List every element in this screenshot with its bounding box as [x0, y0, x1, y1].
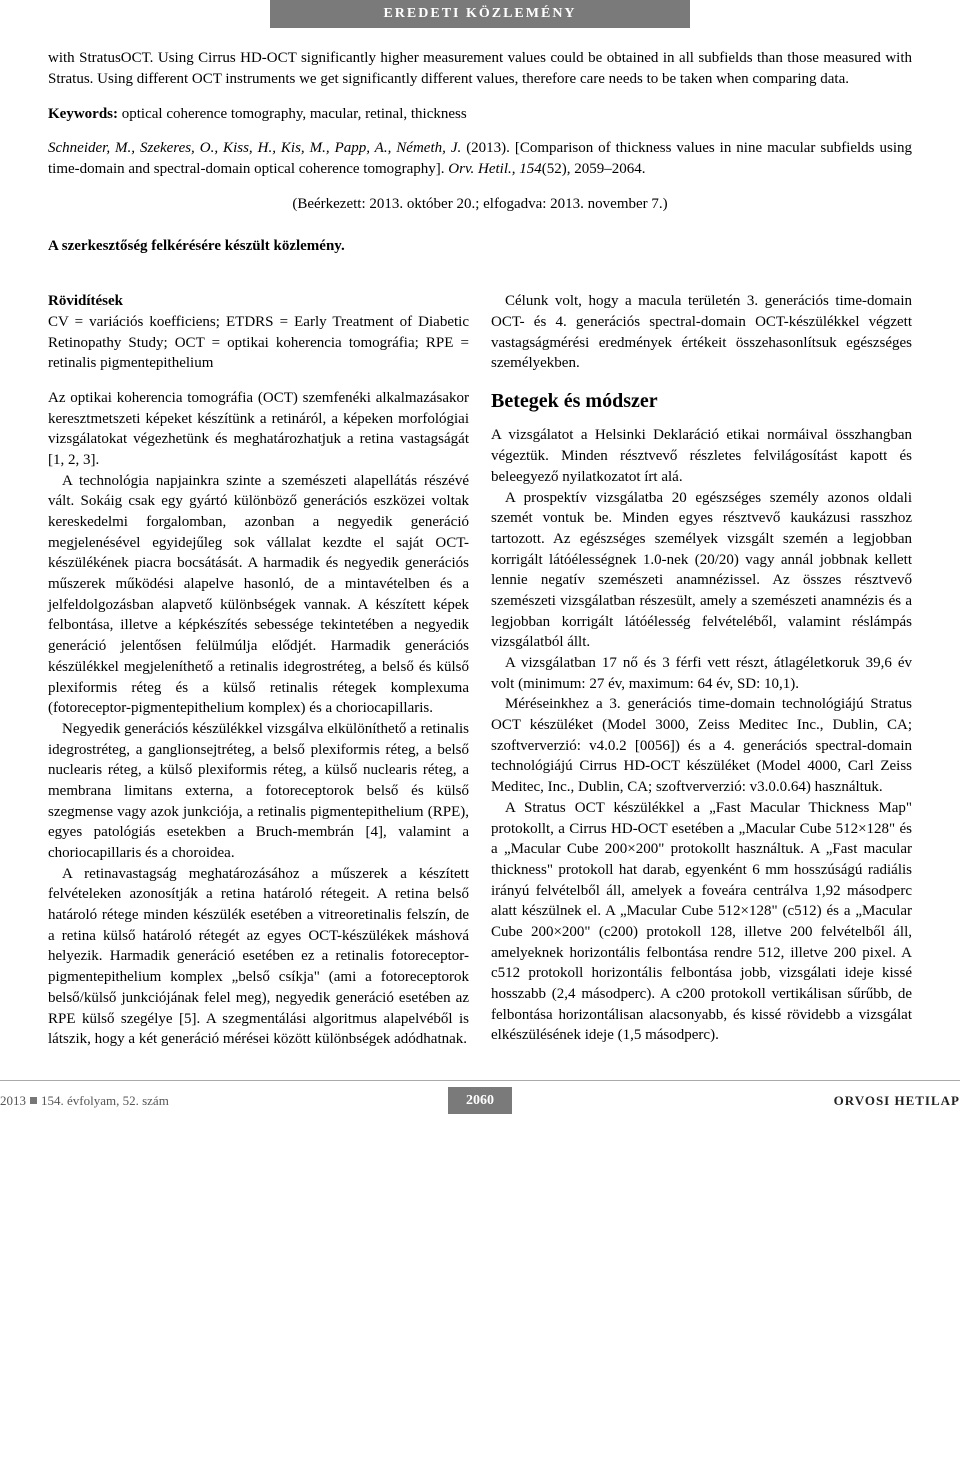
footer-left: 2013 154. évfolyam, 52. szám	[0, 1092, 448, 1110]
abbrev-text: CV = variációs koefficiens; ETDRS = Earl…	[48, 314, 469, 371]
keywords-text: optical coherence tomography, macular, r…	[118, 106, 467, 122]
citation: Schneider, M., Szekeres, O., Kiss, H., K…	[48, 138, 912, 179]
abstract-text: with StratusOCT. Using Cirrus HD-OCT sig…	[48, 48, 912, 89]
section-heading-methods: Betegek és módszer	[491, 388, 912, 416]
citation-authors: Schneider, M., Szekeres, O., Kiss, H., K…	[48, 140, 461, 156]
body-columns: Rövidítések CV = variációs koefficiens; …	[48, 291, 912, 1050]
footer-issue: 154. évfolyam, 52. szám	[41, 1093, 169, 1108]
body-p1: Az optikai koherencia tomográfia (OCT) s…	[48, 388, 469, 471]
body-p8: A vizsgálatban 17 nő és 3 férfi vett rés…	[491, 653, 912, 694]
body-p6: A vizsgálatot a Helsinki Deklaráció etik…	[491, 425, 912, 487]
citation-journal: Orv. Hetil., 154	[448, 161, 541, 177]
received-line: (Beérkezett: 2013. október 20.; elfogadv…	[48, 194, 912, 215]
page-footer: 2013 154. évfolyam, 52. szám 2060 ORVOSI …	[0, 1080, 960, 1114]
footer-year: 2013	[0, 1093, 26, 1108]
section-banner: EREDETI KÖZLEMÉNY	[270, 0, 690, 28]
body-p3: Negyedik generációs készülékkel vizsgálv…	[48, 719, 469, 864]
citation-pages: (52), 2059–2064.	[542, 161, 646, 177]
editorial-note: A szerkesztőség felkérésére készült közl…	[48, 236, 912, 257]
body-p2: A technológia napjainkra szinte a szemés…	[48, 471, 469, 719]
abbrev-heading: Rövidítések	[48, 291, 469, 312]
square-bullet-icon	[30, 1097, 37, 1104]
body-p7: A prospektív vizsgálatba 20 egészséges s…	[491, 488, 912, 654]
abbreviations-block: Rövidítések CV = variációs koefficiens; …	[48, 291, 469, 374]
keywords-line: Keywords: optical coherence tomography, …	[48, 104, 912, 125]
footer-page-number: 2060	[448, 1087, 512, 1114]
footer-journal-name: ORVOSI HETILAP	[512, 1092, 960, 1110]
keywords-label: Keywords:	[48, 106, 118, 122]
citation-year: (2013).	[461, 140, 515, 156]
body-p4: A retinavastagság meghatározásához a műs…	[48, 864, 469, 1050]
body-p5: Célunk volt, hogy a macula területén 3. …	[491, 291, 912, 374]
body-p10: A Stratus OCT készülékkel a „Fast Macula…	[491, 798, 912, 1046]
body-p9: Méréseinkhez a 3. generációs time-domain…	[491, 694, 912, 797]
